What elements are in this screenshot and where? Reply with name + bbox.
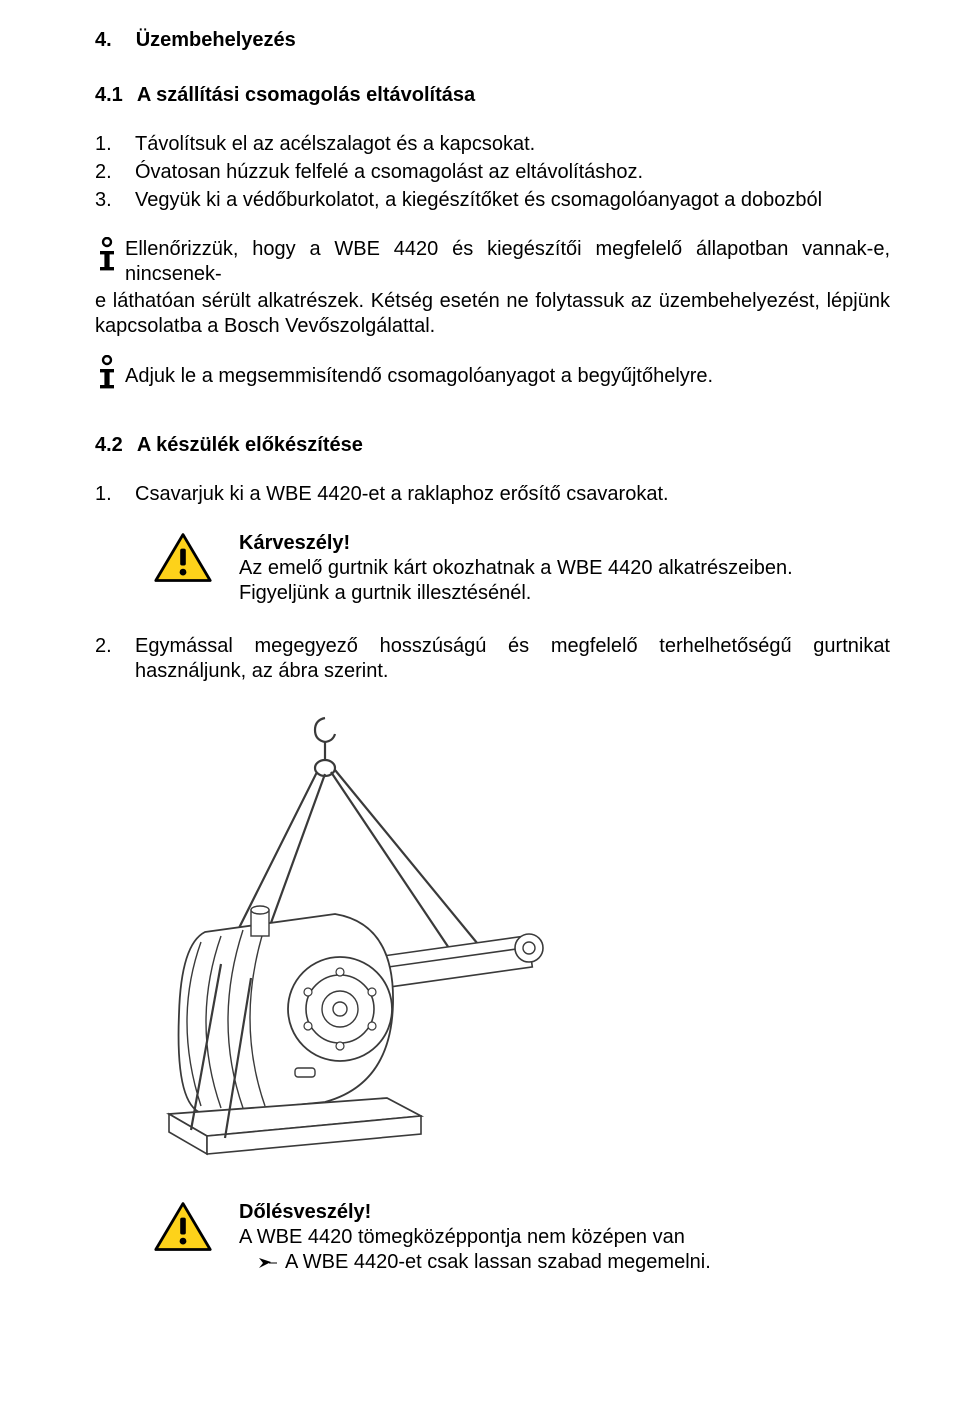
list-item: 2. Egymással megegyező hosszúságú és meg… [95,634,890,684]
list-number: 2. [95,160,135,185]
page: 4. Üzembehelyezés 4.1 A szállítási csoma… [0,0,960,1423]
list-number: 3. [95,188,135,213]
warning-body: Kárveszély! Az emelő gurtnik kárt okozha… [239,531,793,606]
warning-title: Dőlésveszély! [239,1200,711,1225]
list-4-2a: 1. Csavarjuk ki a WBE 4420-et a raklapho… [95,482,890,507]
heading-4: 4. Üzembehelyezés [95,28,890,53]
warning-box-1: Kárveszély! Az emelő gurtnik kárt okozha… [153,531,890,606]
list-4-2b: 2. Egymással megegyező hosszúságú és meg… [95,634,890,684]
warning-line: A WBE 4420 tömegközéppontja nem középen … [239,1225,711,1250]
info-note-1: Ellenőrizzük, hogy a WBE 4420 és kiegész… [95,237,890,287]
list-number: 1. [95,132,135,157]
list-text: Egymással megegyező hosszúságú és megfel… [135,634,890,684]
heading-4-2-title: A készülék előkészítése [137,433,363,458]
arrow-icon [259,1256,277,1270]
list-4-1: 1. Távolítsuk el az acélszalagot és a ka… [95,132,890,213]
warning-arrow-text: A WBE 4420-et csak lassan szabad megemel… [285,1250,711,1275]
list-item: 2. Óvatosan húzzuk felfelé a csomagolást… [95,160,890,185]
warning-body: Dőlésveszély! A WBE 4420 tömegközéppontj… [239,1200,711,1275]
list-text: Vegyük ki a védőburkolatot, a kiegészítő… [135,188,890,213]
info-text: Adjuk le a megsemmisítendő csomagolóanya… [125,364,713,389]
warning-arrow-line: A WBE 4420-et csak lassan szabad megemel… [259,1250,711,1275]
info-note-2: Adjuk le a megsemmisítendő csomagolóanya… [95,355,890,389]
warning-title: Kárveszély! [239,531,793,556]
figure-svg [135,714,555,1174]
info-text: Ellenőrizzük, hogy a WBE 4420 és kiegész… [125,237,890,287]
heading-4-2-number: 4.2 [95,433,123,458]
info-icon [95,355,119,389]
warning-icon [153,531,213,585]
warning-line: Az emelő gurtnik kárt okozhatnak a WBE 4… [239,556,793,581]
warning-line: Figyeljünk a gurtnik illesztésénél. [239,581,793,606]
heading-4-number: 4. [95,28,112,53]
heading-4-1-title: A szállítási csomagolás eltávolítása [137,83,475,108]
heading-4-2: 4.2 A készülék előkészítése [95,433,890,458]
list-item: 1. Csavarjuk ki a WBE 4420-et a raklapho… [95,482,890,507]
figure-lifting [135,714,890,1174]
heading-4-1: 4.1 A szállítási csomagolás eltávolítása [95,83,890,108]
list-item: 1. Távolítsuk el az acélszalagot és a ka… [95,132,890,157]
info-text-cont: e láthatóan sérült alkatrészek. Kétség e… [95,289,890,339]
list-item: 3. Vegyük ki a védőburkolatot, a kiegész… [95,188,890,213]
warning-icon [153,1200,213,1254]
warning-box-2: Dőlésveszély! A WBE 4420 tömegközéppontj… [153,1200,890,1275]
list-text: Óvatosan húzzuk felfelé a csomagolást az… [135,160,890,185]
info-icon [95,237,119,271]
heading-4-1-number: 4.1 [95,83,123,108]
list-number: 1. [95,482,135,507]
list-text: Csavarjuk ki a WBE 4420-et a raklaphoz e… [135,482,890,507]
heading-4-title: Üzembehelyezés [136,28,296,53]
list-number: 2. [95,634,135,684]
list-text: Távolítsuk el az acélszalagot és a kapcs… [135,132,890,157]
